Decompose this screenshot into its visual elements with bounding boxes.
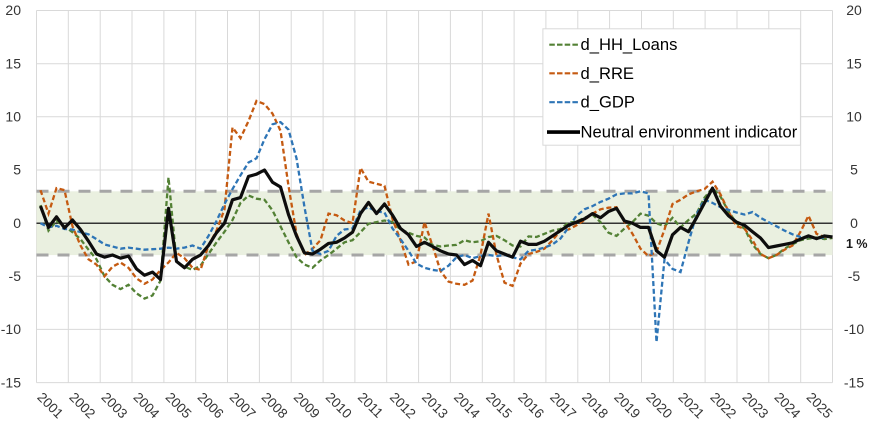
svg-text:20: 20 [5,2,21,18]
svg-text:5: 5 [13,162,21,178]
svg-text:-10: -10 [1,321,21,337]
svg-text:5: 5 [850,162,858,178]
svg-text:d_HH_Loans: d_HH_Loans [581,35,678,54]
svg-text:-10: -10 [844,321,864,337]
svg-text:-5: -5 [848,268,861,284]
svg-text:-15: -15 [1,374,21,390]
svg-text:10: 10 [846,109,862,125]
svg-text:1 %: 1 % [846,237,868,251]
svg-text:15: 15 [5,55,21,71]
svg-text:20: 20 [846,2,862,18]
svg-text:0: 0 [13,215,21,231]
svg-text:0: 0 [850,215,858,231]
svg-text:Neutral environment indicator: Neutral environment indicator [581,123,798,142]
svg-text:d_GDP: d_GDP [581,93,635,112]
svg-text:-15: -15 [844,374,864,390]
svg-text:10: 10 [5,109,21,125]
svg-text:-5: -5 [9,268,22,284]
svg-text:d_RRE: d_RRE [581,64,635,83]
svg-text:15: 15 [846,55,862,71]
